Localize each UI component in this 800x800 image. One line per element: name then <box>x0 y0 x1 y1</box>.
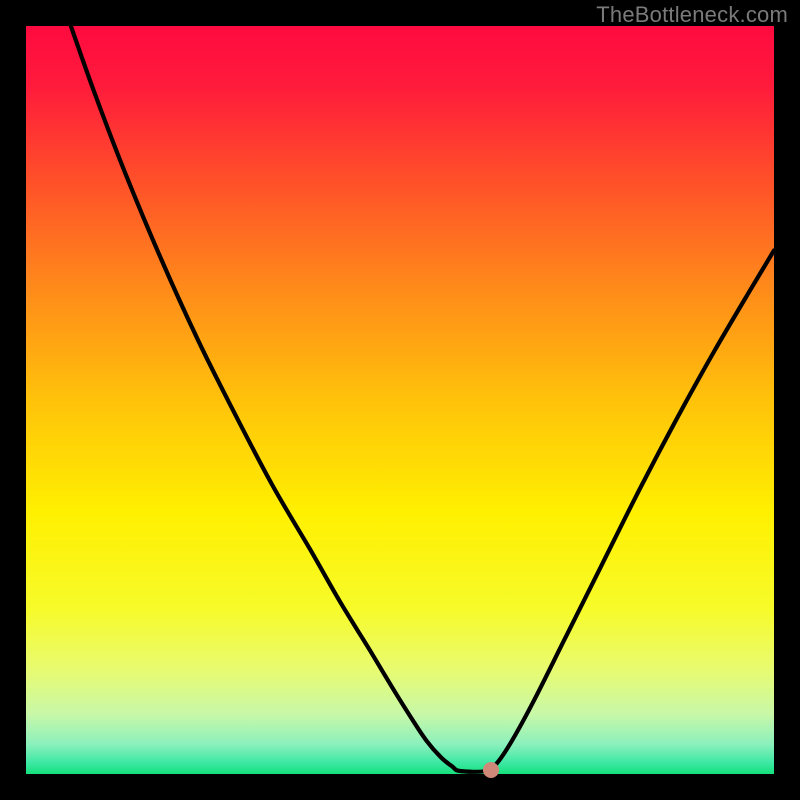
bottleneck-curve <box>26 26 774 774</box>
optimal-point-marker <box>483 762 499 778</box>
plot-area <box>26 26 774 774</box>
watermark-text: TheBottleneck.com <box>596 2 788 28</box>
